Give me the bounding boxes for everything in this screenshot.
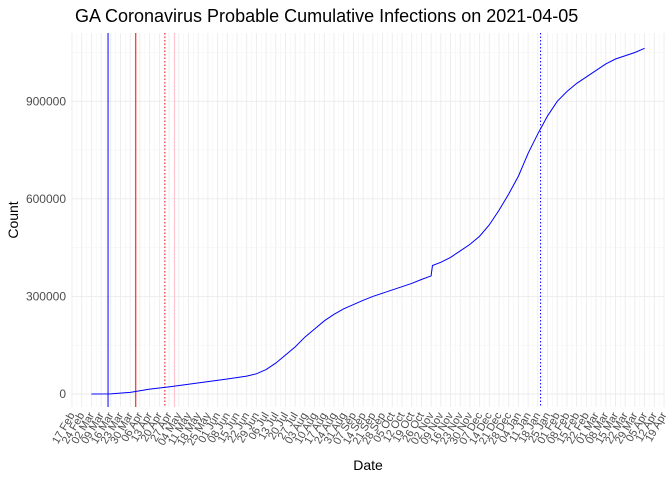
chart-title: GA Coronavirus Probable Cumulative Infec… — [75, 6, 579, 26]
y-tick-label: 600000 — [26, 192, 66, 206]
y-tick-label: 300000 — [26, 289, 66, 303]
y-tick-label: 900000 — [26, 94, 66, 108]
x-axis-title: Date — [353, 457, 383, 473]
series-line — [91, 47, 645, 395]
y-axis-title: Count — [5, 201, 21, 238]
y-tick-label: 0 — [59, 387, 66, 401]
